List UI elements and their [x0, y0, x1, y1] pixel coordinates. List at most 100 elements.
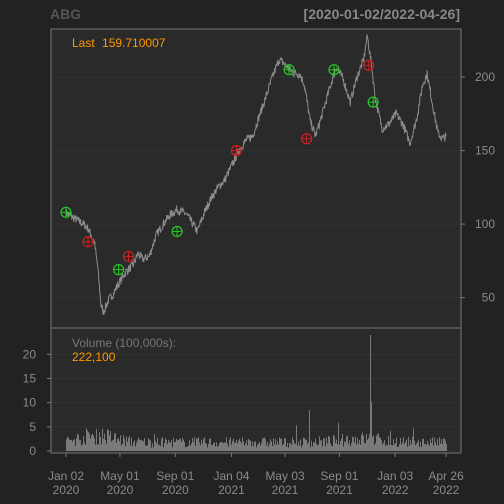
volume-bar: [145, 445, 146, 451]
volume-bar: [294, 443, 295, 451]
volume-bar: [336, 439, 337, 451]
volume-bar: [322, 446, 323, 451]
volume-bar: [157, 437, 158, 451]
volume-bar: [306, 439, 307, 451]
volume-bar: [352, 436, 353, 451]
volume-bar: [364, 443, 365, 451]
volume-bar: [283, 443, 284, 451]
volume-bar: [208, 443, 209, 451]
price-y-axis: 50 100 150 200: [461, 70, 495, 305]
volume-bar: [133, 442, 134, 451]
volume-bar: [261, 442, 262, 451]
volume-bar: [317, 445, 318, 451]
volume-bar: [97, 444, 98, 451]
volume-bar: [335, 442, 336, 451]
volume-bar: [140, 440, 141, 451]
volume-bar: [120, 435, 121, 451]
volume-bar: [146, 446, 147, 451]
volume-bar: [71, 440, 72, 451]
volume-bar: [427, 440, 428, 451]
volume-bar: [88, 431, 89, 451]
volume-bar: [188, 445, 189, 451]
volume-bar: [339, 444, 340, 451]
volume-bar: [251, 446, 252, 451]
volume-bar: [403, 437, 404, 451]
volume-bar: [206, 443, 207, 451]
volume-bar: [189, 440, 190, 451]
volume-bar: [218, 446, 219, 451]
volume-bar: [68, 437, 69, 451]
price-tick-label: 50: [482, 291, 496, 305]
volume-bar: [323, 438, 324, 451]
volume-bar: [360, 444, 361, 451]
volume-bar: [149, 439, 150, 451]
volume-bar: [441, 439, 442, 451]
volume-bar: [70, 439, 71, 451]
buy-marker: [113, 264, 125, 276]
volume-bar: [389, 444, 390, 451]
volume-bar: [365, 443, 366, 451]
volume-bar: [307, 443, 308, 451]
volume-bar: [397, 447, 398, 451]
volume-bar: [345, 442, 346, 451]
volume-bar: [420, 442, 421, 451]
volume-bar: [172, 447, 173, 451]
volume-bar: [116, 442, 117, 451]
volume-bar: [388, 435, 389, 451]
volume-bar: [175, 441, 176, 451]
volume-bar: [400, 437, 401, 451]
volume-bar: [392, 445, 393, 451]
volume-bar: [150, 440, 151, 451]
volume-bar: [168, 439, 169, 451]
volume-bar: [73, 439, 74, 451]
volume-bar: [384, 439, 385, 451]
x-tick-label: Sep 01: [320, 469, 358, 483]
volume-bar: [267, 441, 268, 451]
volume-bar: [87, 430, 88, 451]
volume-bar: [125, 446, 126, 451]
volume-bar: [165, 437, 166, 451]
volume-bar: [409, 445, 410, 451]
volume-bar: [152, 443, 153, 451]
volume-bar: [428, 443, 429, 451]
x-tick-label: Jan 04: [213, 469, 249, 483]
volume-bar: [263, 438, 264, 451]
volume-bar: [90, 438, 91, 451]
volume-bar: [252, 441, 253, 451]
volume-bar: [367, 440, 368, 451]
volume-bar: [215, 446, 216, 451]
price-tick-label: 100: [475, 217, 495, 231]
volume-bar: [404, 444, 405, 451]
volume-bar: [237, 443, 238, 451]
volume-bar: [223, 442, 224, 451]
buy-marker: [60, 206, 72, 218]
volume-bar: [86, 428, 87, 451]
volume-bar: [346, 436, 347, 451]
volume-bar: [177, 440, 178, 451]
volume-bar: [77, 433, 78, 451]
volume-bar: [179, 438, 180, 451]
volume-bar: [202, 443, 203, 451]
volume-bar: [75, 446, 76, 451]
volume-bar: [227, 443, 228, 451]
volume-bar: [217, 446, 218, 451]
volume-bar: [91, 435, 92, 451]
volume-bar: [117, 438, 118, 451]
volume-bar: [293, 440, 294, 451]
volume-bar: [258, 443, 259, 451]
volume-bar: [314, 442, 315, 451]
volume-bar: [325, 446, 326, 451]
volume-bar: [109, 435, 110, 451]
volume-bar: [429, 445, 430, 451]
volume-bar: [95, 444, 96, 451]
volume-bar: [130, 445, 131, 451]
volume-bar: [265, 439, 266, 451]
volume-bar: [363, 435, 364, 451]
volume-bar: [309, 409, 310, 451]
volume-bar: [290, 442, 291, 451]
volume-bar: [126, 436, 127, 451]
volume-bar: [100, 437, 101, 451]
volume-bar: [357, 437, 358, 451]
volume-bar: [415, 445, 416, 451]
volume-bar: [337, 444, 338, 451]
